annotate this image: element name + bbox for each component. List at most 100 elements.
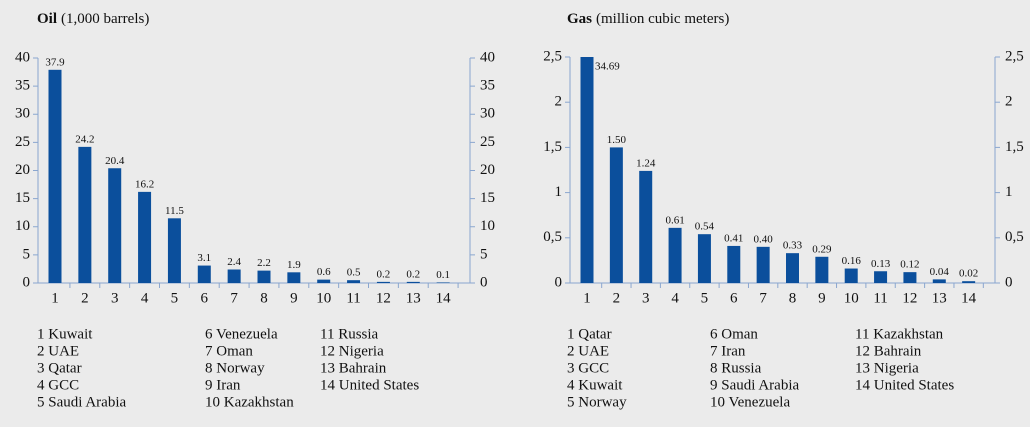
chart-title: Oil (1,000 barrels) <box>37 11 149 27</box>
value-label: 34.69 <box>595 61 620 73</box>
y-tick-label-right: 20 <box>480 162 495 178</box>
bar <box>406 281 420 283</box>
value-label: 0.5 <box>347 267 361 279</box>
x-tick-label: 6 <box>730 290 738 306</box>
y-tick-label-right: 5 <box>480 246 488 262</box>
x-tick-label: 3 <box>111 290 119 306</box>
bar <box>932 279 946 283</box>
bar <box>287 272 301 283</box>
x-tick-label: 14 <box>436 290 452 306</box>
value-label: 3.1 <box>197 252 211 264</box>
y-tick-label-right: 30 <box>480 106 495 122</box>
value-label: 1.9 <box>287 259 301 271</box>
legend-item: 7 Oman <box>205 343 253 359</box>
x-tick-label: 4 <box>671 290 679 306</box>
y-tick-label-left: 1 <box>555 184 563 200</box>
x-tick-label: 7 <box>230 290 238 306</box>
y-tick-label-right: 1 <box>1005 184 1013 200</box>
value-label: 24.2 <box>75 133 94 145</box>
x-tick-label: 6 <box>201 290 209 306</box>
bar <box>697 234 711 283</box>
bar <box>903 272 917 283</box>
x-tick-label: 7 <box>759 290 767 306</box>
value-label: 2.4 <box>227 256 241 268</box>
title: Oil <box>37 11 57 27</box>
legend-item: 6 Venezuela <box>205 326 278 342</box>
x-tick-label: 14 <box>961 290 977 306</box>
subtitle: (million cubic meters) <box>596 11 729 27</box>
x-tick-label: 10 <box>316 290 331 306</box>
legend-item: 14 United States <box>855 377 954 393</box>
y-tick-label-left: 0 <box>555 274 563 290</box>
legend-item: 10 Kazakhstan <box>205 394 294 410</box>
x-tick-label: 2 <box>613 290 621 306</box>
y-tick-label-left: 5 <box>23 246 31 262</box>
value-label: 0.2 <box>377 268 391 280</box>
bar <box>962 281 976 283</box>
y-tick-label-left: 25 <box>15 134 30 150</box>
bar <box>815 256 829 283</box>
y-tick-label-right: 40 <box>480 49 495 65</box>
value-label: 0.6 <box>317 266 331 278</box>
bar <box>844 268 858 283</box>
x-tick-label: 9 <box>818 290 826 306</box>
bar <box>436 282 450 283</box>
legend-item: 7 Iran <box>710 343 746 359</box>
value-label: 0.13 <box>871 258 891 270</box>
legend-item: 6 Oman <box>710 326 758 342</box>
legend-item: 5 Saudi Arabia <box>37 394 126 410</box>
value-label: 1.50 <box>607 134 627 146</box>
value-label: 2.2 <box>257 257 271 269</box>
value-label: 16.2 <box>135 178 154 190</box>
bar <box>257 270 271 283</box>
value-label: 0.1 <box>436 269 450 281</box>
legend-item: 1 Kuwait <box>37 326 93 342</box>
y-tick-label-left: 0,5 <box>543 229 562 245</box>
value-label: 0.40 <box>754 233 774 245</box>
y-tick-label-right: 0 <box>480 274 488 290</box>
value-label: 0.02 <box>959 268 978 280</box>
x-tick-label: 8 <box>260 290 268 306</box>
legend-item: 12 Bahrain <box>855 343 922 359</box>
value-label: 0.54 <box>695 221 715 233</box>
legend-item: 3 Qatar <box>37 360 82 376</box>
legend-item: 8 Norway <box>205 360 265 376</box>
legend-item: 10 Venezuela <box>710 394 790 410</box>
y-tick-label-right: 35 <box>480 78 495 94</box>
legend-item: 11 Russia <box>320 326 379 342</box>
value-label: 11.5 <box>165 205 184 217</box>
value-label: 0.16 <box>842 255 862 267</box>
x-tick-label: 13 <box>406 290 421 306</box>
x-tick-label: 12 <box>902 290 917 306</box>
y-tick-label-left: 1,5 <box>543 139 562 155</box>
x-tick-label: 3 <box>642 290 650 306</box>
x-tick-label: 1 <box>583 290 591 306</box>
x-tick-label: 11 <box>873 290 887 306</box>
legend-item: 2 UAE <box>37 343 79 359</box>
bar <box>347 280 361 283</box>
y-tick-label-left: 2 <box>555 94 563 110</box>
legend-item: 11 Kazakhstan <box>855 326 944 342</box>
title: Gas <box>567 11 592 27</box>
y-tick-label-right: 25 <box>480 134 495 150</box>
x-tick-label: 2 <box>81 290 89 306</box>
y-tick-label-left: 35 <box>15 78 30 94</box>
y-tick-label-right: 0,5 <box>1005 229 1024 245</box>
chart-title: Gas (million cubic meters) <box>567 11 729 27</box>
bar <box>786 253 799 283</box>
x-tick-label: 9 <box>290 290 298 306</box>
x-tick-label: 13 <box>932 290 947 306</box>
legend-item: 3 GCC <box>567 360 609 376</box>
bar <box>756 246 770 283</box>
legend-item: 4 Kuwait <box>567 377 623 393</box>
x-tick-label: 5 <box>701 290 709 306</box>
bar <box>78 146 92 283</box>
y-tick-label-left: 0 <box>23 274 31 290</box>
x-tick-label: 5 <box>171 290 179 306</box>
legend-item: 1 Qatar <box>567 326 612 342</box>
y-tick-label-left: 10 <box>15 218 30 234</box>
legend-item: 8 Russia <box>710 360 762 376</box>
y-tick-label-left: 2,5 <box>543 48 562 64</box>
